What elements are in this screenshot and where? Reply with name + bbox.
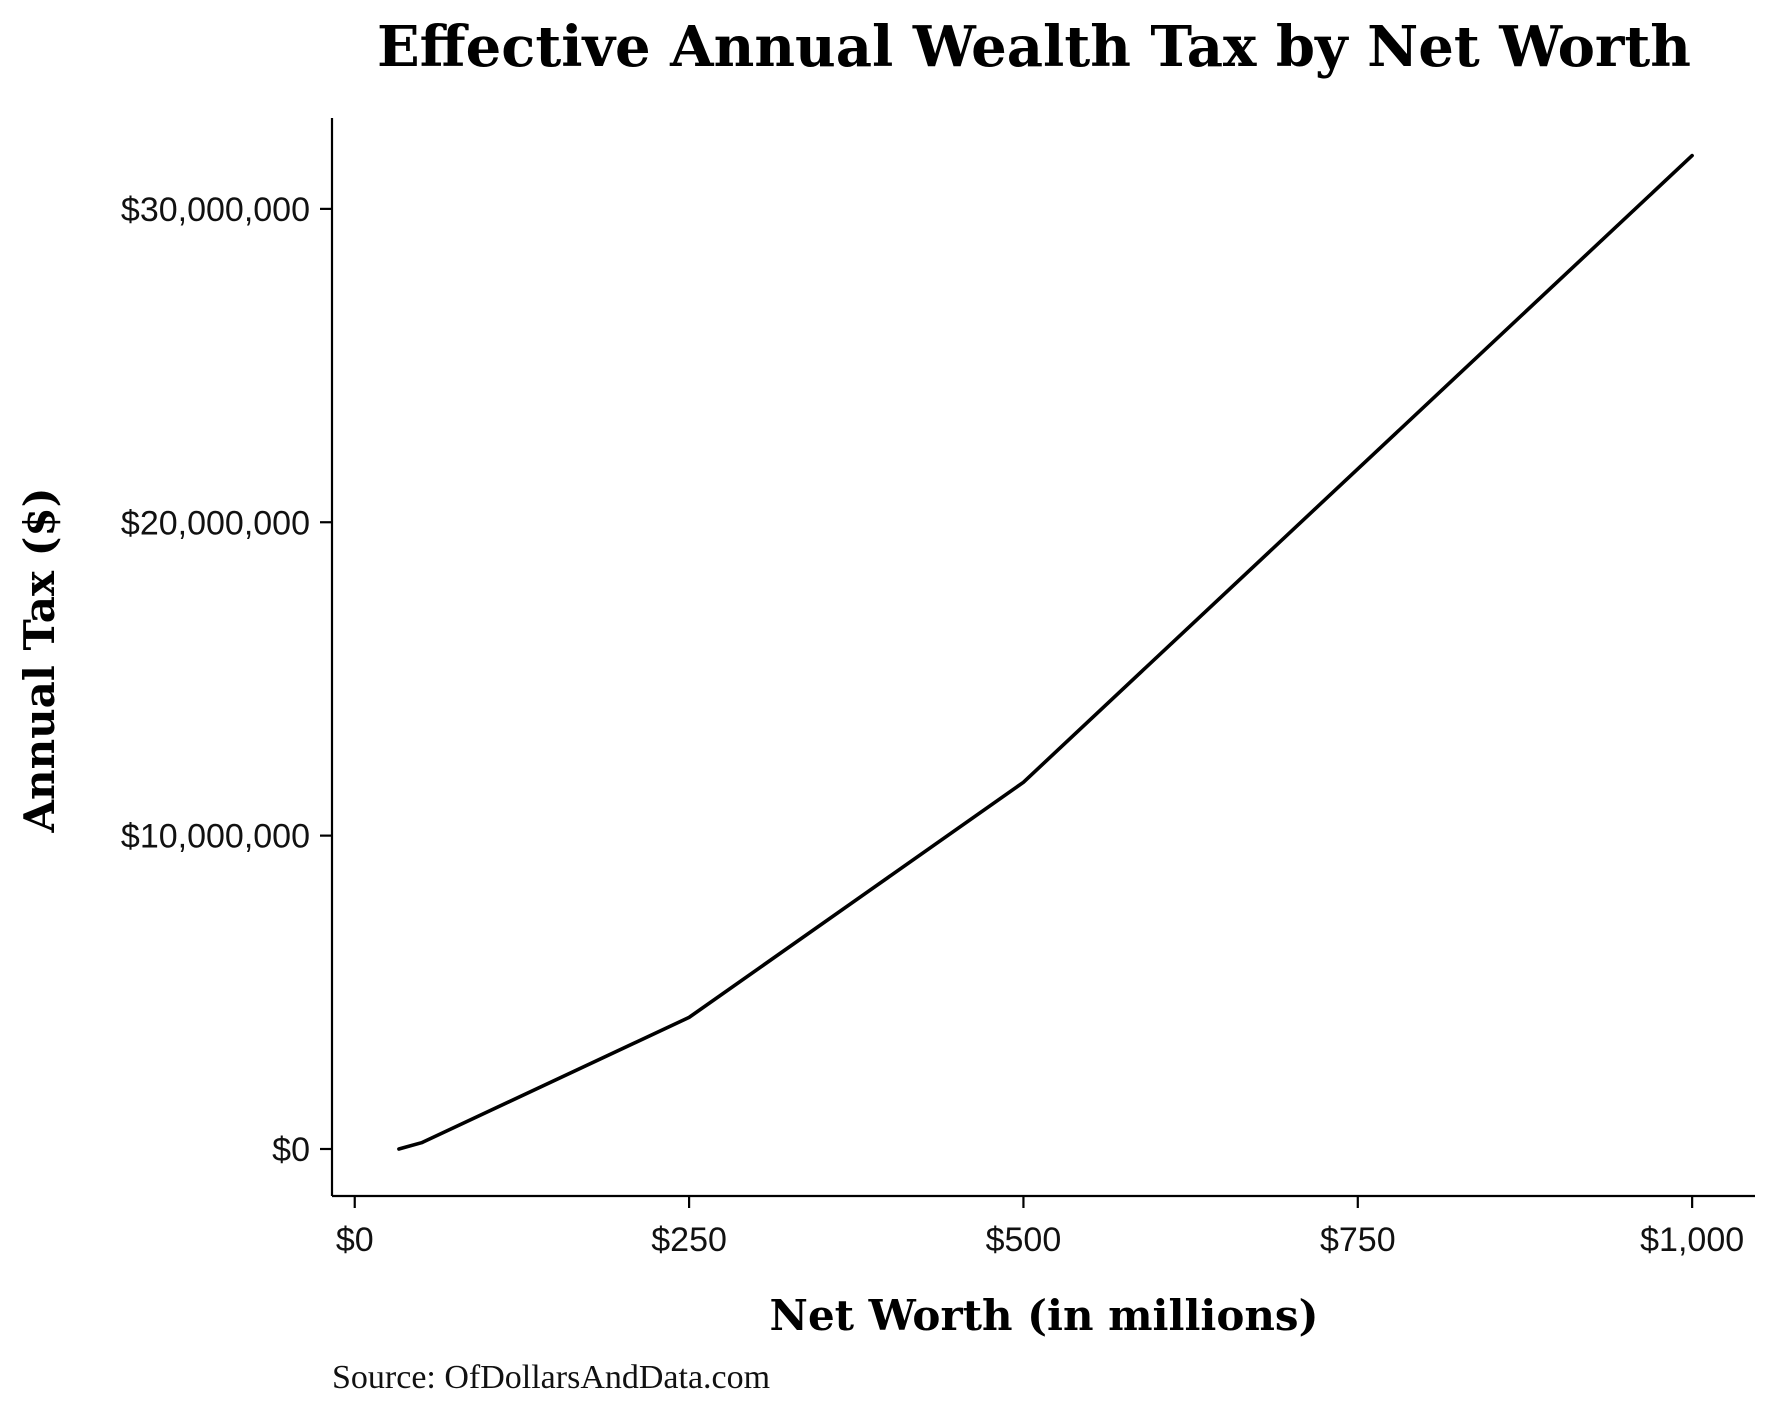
x-tick-label: $0 xyxy=(336,1221,374,1259)
x-tick-label: $750 xyxy=(1320,1221,1396,1259)
y-tick-label: $30,000,000 xyxy=(121,191,310,229)
axes xyxy=(330,118,1755,1198)
y-tick-label: $20,000,000 xyxy=(121,504,310,542)
source-note: Source: OfDollarsAndData.com xyxy=(332,1359,770,1396)
x-axis-title: Net Worth (in millions) xyxy=(770,1291,1319,1340)
series-group xyxy=(397,153,1694,1151)
chart-title: Effective Annual Wealth Tax by Net Worth xyxy=(377,14,1691,80)
series-line xyxy=(397,153,1694,1151)
x-ticks: $0 $250 $500 $750 $1,000 xyxy=(336,1196,1744,1259)
y-ticks: $0 $10,000,000 $20,000,000 $30,000,000 xyxy=(121,191,332,1169)
y-tick-label: $0 xyxy=(272,1131,310,1169)
x-tick-label: $500 xyxy=(986,1221,1062,1259)
x-tick-label: $1,000 xyxy=(1640,1221,1744,1259)
x-tick-label: $250 xyxy=(651,1221,727,1259)
y-axis-title: Annual Tax ($) xyxy=(15,487,64,833)
y-tick-label: $10,000,000 xyxy=(121,818,310,856)
